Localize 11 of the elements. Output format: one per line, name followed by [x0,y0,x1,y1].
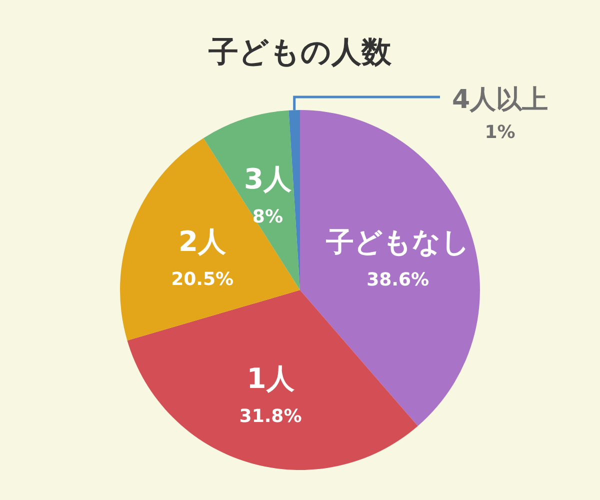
slice-label: 1人 [246,362,296,396]
data-label: 38.6% [366,270,430,291]
data-label: 8% [252,206,283,228]
slice-label: 3人 [244,162,292,196]
slice-label: 子どもなし [324,226,470,259]
slice-label: 4人以上 [452,85,548,115]
data-label: 1% [484,122,516,143]
slice-label: 2人 [178,225,228,258]
chart-title: 子どもの人数 [208,35,392,70]
data-label: 31.8% [239,406,302,428]
data-label: 20.5% [171,269,234,290]
